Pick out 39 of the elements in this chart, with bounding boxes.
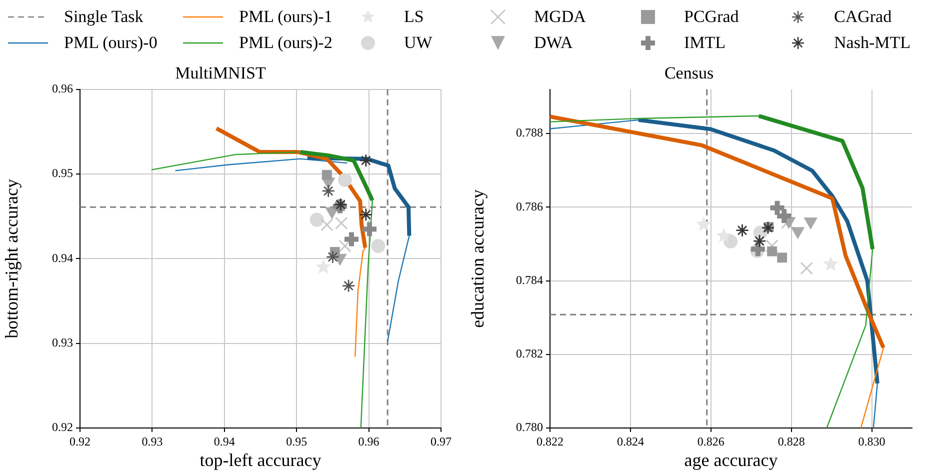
legend-label: DWA bbox=[534, 33, 573, 53]
legend-label: LS bbox=[404, 7, 424, 27]
y-tick-label: 0.93 bbox=[52, 336, 73, 350]
y-tick-label: 0.94 bbox=[52, 250, 73, 265]
legend-label: Nash-MTL bbox=[834, 33, 910, 53]
x-tick-label: 0.95 bbox=[286, 434, 308, 448]
x-tick-label: 0.826 bbox=[697, 434, 724, 448]
legend-label: PML (ours)-1 bbox=[239, 7, 332, 27]
x-tick-label: 0.824 bbox=[616, 434, 644, 448]
y-axis-title: bottom-right accuracy bbox=[2, 178, 22, 338]
y-tick-label: 0.95 bbox=[52, 166, 73, 180]
x-axis-title: age accuracy bbox=[684, 450, 778, 470]
y-tick-label: 0.788 bbox=[516, 126, 543, 140]
x-tick-label: 0.822 bbox=[536, 434, 564, 448]
y-tick-label: 0.92 bbox=[52, 420, 73, 434]
legend-label: MGDA bbox=[534, 7, 586, 27]
legend-label: PML (ours)-2 bbox=[239, 33, 332, 53]
chart-title: MultiMNIST bbox=[175, 64, 266, 83]
x-tick-label: 0.97 bbox=[430, 434, 452, 448]
legend-label: Single Task bbox=[64, 7, 144, 27]
x-tick-label: 0.93 bbox=[142, 434, 163, 448]
x-axis-title: top-left accuracy bbox=[200, 450, 322, 470]
legend-label: CAGrad bbox=[834, 7, 892, 27]
legend-label: PML (ours)-0 bbox=[64, 33, 158, 53]
y-axis-title: education accuracy bbox=[468, 189, 488, 328]
y-tick-label: 0.96 bbox=[52, 82, 73, 96]
x-tick-label: 0.92 bbox=[70, 434, 90, 448]
legend-label: UW bbox=[404, 33, 432, 53]
x-tick-label: 0.830 bbox=[858, 434, 886, 448]
y-tick-label: 0.784 bbox=[516, 272, 543, 287]
y-tick-label: 0.780 bbox=[516, 420, 543, 434]
x-tick-label: 0.94 bbox=[214, 434, 235, 448]
x-tick-label: 0.96 bbox=[358, 434, 380, 448]
x-tick-label: 0.828 bbox=[778, 434, 805, 448]
y-tick-label: 0.782 bbox=[516, 346, 543, 361]
legend-label: PCGrad bbox=[684, 7, 739, 27]
legend-label: IMTL bbox=[684, 33, 726, 53]
y-tick-label: 0.786 bbox=[516, 199, 543, 214]
chart-title: Census bbox=[664, 64, 714, 83]
